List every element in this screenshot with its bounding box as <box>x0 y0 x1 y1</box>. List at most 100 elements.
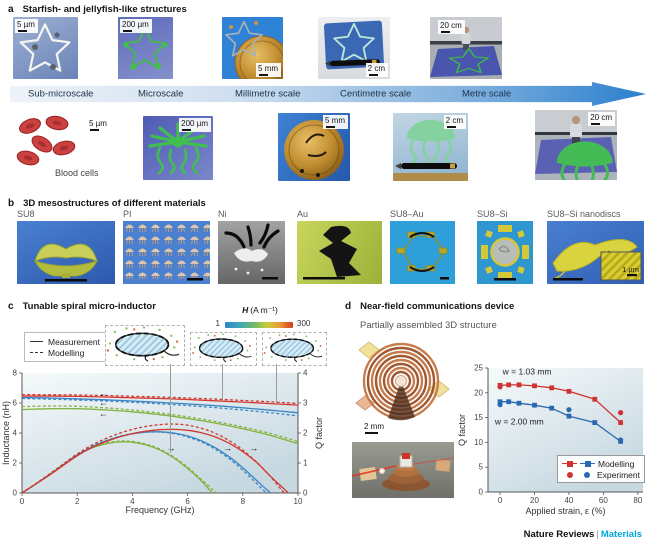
legend-modelling-label: Modelling <box>48 347 85 358</box>
starfish-plate-pen-graphic <box>323 20 385 70</box>
svg-text:0: 0 <box>13 489 18 498</box>
scale-bar-label: 20 cm <box>588 112 615 126</box>
svg-text:4: 4 <box>303 369 308 378</box>
blood-cells-illustration: 5 µm Blood cells <box>15 112 127 182</box>
panel-d-subtitle: Partially assembled 3D structure <box>360 320 497 331</box>
colorbar-title: H (A m⁻¹) <box>242 305 278 315</box>
svg-text:2: 2 <box>303 429 308 438</box>
panel-d-tag: d <box>345 301 352 312</box>
svg-text:20: 20 <box>530 496 539 505</box>
inset-scale-label: 1 µm <box>622 265 639 274</box>
scale-bar-label: 5 µm <box>87 118 110 132</box>
inset-pointer-line <box>276 364 277 402</box>
svg-text:1: 1 <box>303 459 308 468</box>
h-field-colorbar <box>225 322 293 328</box>
svg-text:←: ← <box>99 389 108 399</box>
su8-au-image <box>390 221 455 284</box>
scale-label-micro: Microscale <box>138 88 184 100</box>
scale-bar-label: 20 cm <box>438 20 465 34</box>
scale-bar-label: 2 cm <box>443 115 466 129</box>
scale-label-centimetre: Centimetre scale <box>340 88 412 100</box>
panel-c-header: c Tunable spiral micro-inductor <box>8 301 156 312</box>
scale-label-submicro: Sub-microscale <box>28 88 94 100</box>
svg-text:10: 10 <box>294 497 303 506</box>
material-label: SU8–Au <box>390 209 424 219</box>
svg-text:4: 4 <box>130 497 135 506</box>
red-blood-cells-graphic <box>16 115 76 166</box>
scale-bar-label: 2 cm <box>365 63 388 77</box>
material-label: PI <box>123 209 132 219</box>
su8-image <box>17 221 115 284</box>
material-label: Ni <box>218 209 227 219</box>
coil-inset-mid <box>190 332 257 366</box>
coil-inset-expanded <box>105 325 185 366</box>
svg-text:5: 5 <box>479 463 484 472</box>
scale-bar-label: 200 µm <box>179 118 211 132</box>
journal-brand: Nature Reviews <box>523 529 595 540</box>
journal-name: Materials <box>600 529 642 540</box>
svg-text:40: 40 <box>564 496 573 505</box>
scale-bar-label: 200 µm <box>120 19 152 33</box>
panel-a-tag: a <box>8 4 14 15</box>
scale-progression-arrow: Sub-microscale Microscale Millimetre sca… <box>10 82 646 106</box>
photo-jellyfish-microscale: 200 µm <box>143 116 213 180</box>
coin-graphic <box>284 120 344 180</box>
svg-text:→: → <box>223 443 232 453</box>
svg-text:3: 3 <box>303 399 308 408</box>
spiral-coil-graphic <box>355 341 450 421</box>
svg-text:8: 8 <box>13 369 18 378</box>
scale-bar-label: 2 mm <box>362 421 387 435</box>
colorbar-min: 1 <box>215 319 220 328</box>
scale-bar-label: 5 mm <box>256 63 281 77</box>
svg-text:←: ← <box>99 398 108 408</box>
scale-label-metre: Metre scale <box>462 88 512 100</box>
panel-c-title: Tunable spiral micro-inductor <box>22 301 156 312</box>
photo-starfish-metre: 20 cm <box>430 17 502 79</box>
svg-text:0: 0 <box>479 488 484 497</box>
material-label: Au <box>297 209 309 219</box>
q-strain-chart: 0 20 40 60 80 0 5 10 15 20 25 w = 1.03 mm w = 2.00 m… <box>457 364 643 516</box>
legend-experiment-label: Experiment <box>597 469 640 480</box>
panel-d-title: Near-field communications device <box>360 301 515 312</box>
svg-text:Applied strain, ε (%): Applied strain, ε (%) <box>525 506 605 516</box>
panel-d-header: d Near-field communications device <box>345 301 514 312</box>
blood-cells-caption: Blood cells <box>55 168 99 178</box>
svg-text:6: 6 <box>185 497 190 506</box>
photo-starfish-millimetre: 5 mm <box>222 17 283 79</box>
svg-text:Inductance (nH): Inductance (nH) <box>1 401 11 465</box>
svg-text:20: 20 <box>474 388 483 397</box>
svg-text:←: ← <box>99 409 108 419</box>
material-label: SU8–Si <box>477 209 508 219</box>
material-label: SU8–Si nanodiscs <box>547 209 621 219</box>
scale-label-millimetre: Millimetre scale <box>235 88 301 100</box>
panel-a-header: a Starfish- and jellyfish-like structure… <box>8 4 187 15</box>
svg-text:80: 80 <box>633 496 642 505</box>
photo-starfish-microscale: 200 µm <box>118 17 173 79</box>
journal-footer: Nature Reviews | Materials <box>523 529 642 540</box>
photo-jellyfish-centimetre: 2 cm <box>393 113 468 181</box>
photo-jellyfish-metre: 20 cm <box>535 110 617 180</box>
svg-text:w = 1.03 mm: w = 1.03 mm <box>502 366 552 376</box>
material-label: SU8 <box>17 209 35 219</box>
pi-image <box>123 221 210 284</box>
svg-text:Q factor: Q factor <box>314 417 324 449</box>
svg-text:0: 0 <box>20 497 25 506</box>
jellyfish-pen-graphic <box>393 118 468 181</box>
colorbar-max: 300 <box>297 319 311 328</box>
inset-pointer-line <box>222 364 223 400</box>
svg-text:25: 25 <box>474 364 483 373</box>
svg-text:4: 4 <box>13 429 18 438</box>
inset-pointer-line <box>170 364 171 453</box>
svg-text:→: → <box>249 443 258 453</box>
assembled-coil-photo <box>352 442 454 498</box>
svg-text:8: 8 <box>241 497 246 506</box>
panel-b-tag: b <box>8 198 15 209</box>
modelling-line-swatch <box>30 352 43 353</box>
coil-inset-compressed <box>262 332 327 366</box>
measurement-line-swatch <box>30 341 43 342</box>
panel-a-title: Starfish- and jellyfish-like structures <box>22 4 187 15</box>
legend-modelling-label: Modelling <box>598 458 635 469</box>
au-image <box>297 221 382 284</box>
photo-starfish-submicroscale: 5 µm <box>13 17 78 79</box>
